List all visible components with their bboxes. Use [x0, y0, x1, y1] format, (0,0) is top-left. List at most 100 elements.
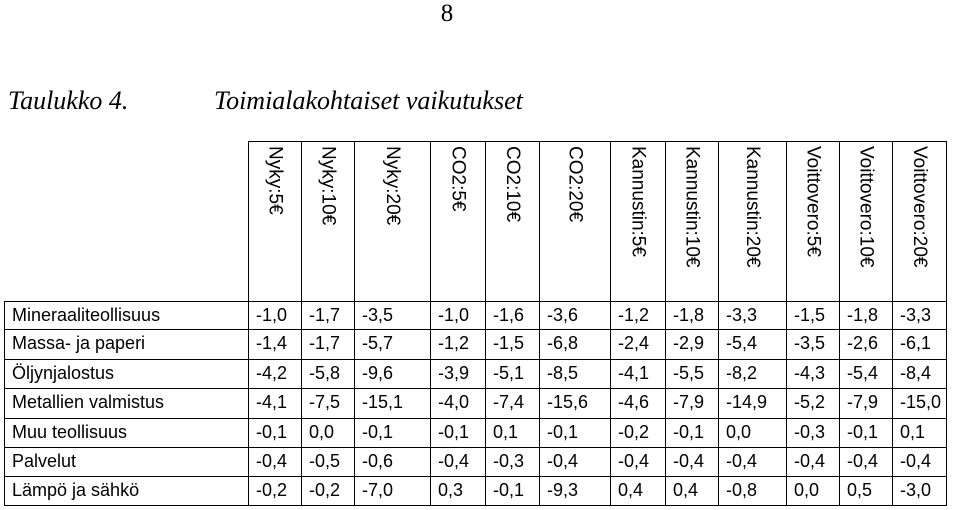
table-cell: -0,4 — [726, 451, 758, 471]
table-cell: -7,4 — [493, 392, 525, 412]
table-cell: -0,8 — [726, 480, 758, 500]
table-cell: -9,6 — [362, 363, 394, 383]
table-cell: -1,4 — [256, 333, 288, 353]
table-cell: 0,0 — [309, 422, 335, 442]
table-cell: -1,5 — [794, 305, 826, 325]
table-cell: -0,2 — [256, 480, 288, 500]
table-cell: -1,8 — [673, 305, 705, 325]
table-cell: -0,1 — [438, 422, 470, 442]
table-cell: -0,4 — [794, 451, 826, 471]
table-cell: -5,4 — [726, 333, 758, 353]
table-cell: -5,4 — [847, 363, 879, 383]
table-cell: -4,0 — [438, 392, 470, 412]
table-cell: -5,8 — [309, 363, 341, 383]
table-cell: -1,7 — [309, 333, 341, 353]
grid-line — [892, 141, 893, 505]
table-cell: -1,5 — [493, 333, 525, 353]
table-cell: -1,6 — [493, 305, 525, 325]
table-cell: -4,6 — [618, 392, 650, 412]
column-header: Kannustin:5€ — [627, 146, 649, 257]
table-cell: -4,3 — [794, 363, 826, 383]
table-cell: -0,4 — [256, 451, 288, 471]
grid-line — [485, 141, 486, 505]
column-header: Voittovero:20€ — [909, 146, 930, 268]
table-cell: -0,3 — [794, 422, 826, 442]
grid-line — [4, 476, 947, 477]
grid-line — [718, 141, 719, 505]
table-cell: -5,5 — [673, 363, 705, 383]
table-cell: -5,2 — [794, 392, 826, 412]
page-number: 8 — [440, 0, 454, 27]
grid-line — [839, 141, 840, 505]
grid-line — [248, 141, 947, 142]
table-cell: -0,4 — [618, 451, 650, 471]
table-cell: 0,3 — [438, 480, 464, 500]
table-cell: 0,4 — [618, 480, 644, 500]
column-header: CO2:20€ — [564, 146, 586, 223]
table-cell: -7,9 — [847, 392, 879, 412]
grid-line — [4, 388, 947, 389]
row-label: Palvelut — [12, 451, 77, 471]
table-cell: -3,9 — [438, 363, 470, 383]
table-cell: -0,4 — [673, 451, 705, 471]
table-cell: -1,2 — [438, 333, 470, 353]
table-cell: -1,0 — [256, 305, 288, 325]
table-cell: -0,2 — [618, 422, 650, 442]
table-cell: -8,2 — [726, 363, 758, 383]
grid-line — [4, 418, 947, 419]
grid-line — [4, 301, 5, 505]
table-cell: -3,0 — [900, 480, 932, 500]
row-label: Öljynjalostus — [12, 363, 115, 383]
table-cell: -0,4 — [547, 451, 579, 471]
table-cell: -3,5 — [794, 333, 826, 353]
grid-line — [665, 141, 666, 505]
grid-line — [4, 505, 947, 506]
grid-line — [4, 359, 947, 360]
table-cell: -1,0 — [438, 305, 470, 325]
table-cell: -4,1 — [618, 363, 650, 383]
table-cell: -9,3 — [547, 480, 579, 500]
table-cell: -0,1 — [847, 422, 879, 442]
table-caption-title: Toimialakohtaiset vaikutukset — [214, 86, 523, 115]
grid-line — [539, 141, 540, 505]
table-cell: -2,4 — [618, 333, 650, 353]
table-cell: -3,3 — [726, 305, 758, 325]
row-label: Massa- ja paperi — [12, 333, 146, 353]
table-cell: -0,6 — [362, 451, 394, 471]
grid-line — [248, 141, 249, 505]
column-header: Kannustin:20€ — [742, 146, 763, 268]
table-cell: -0,4 — [900, 451, 932, 471]
table-cell: -6,8 — [547, 333, 579, 353]
grid-line — [4, 301, 947, 302]
table-cell: -0,1 — [493, 480, 525, 500]
table-cell: -5,1 — [493, 363, 525, 383]
table-cell: -15,0 — [900, 392, 942, 412]
table-cell: -0,4 — [847, 451, 879, 471]
column-header: CO2:10€ — [502, 146, 523, 223]
table-cell: -14,9 — [726, 392, 768, 412]
table-cell: -0,4 — [438, 451, 470, 471]
table-cell: -1,2 — [618, 305, 650, 325]
grid-line — [786, 141, 787, 505]
column-header: Nyky:20€ — [382, 146, 403, 226]
table-cell: -1,8 — [847, 305, 879, 325]
table-cell: -3,5 — [362, 305, 394, 325]
table-cell: 0,5 — [847, 480, 873, 500]
table-caption-label: Taulukko 4. — [8, 86, 129, 115]
table-cell: 0,4 — [673, 480, 699, 500]
grid-line — [610, 141, 611, 505]
grid-line — [301, 141, 302, 505]
column-header: Voittovero:5€ — [802, 146, 824, 257]
column-header: Nyky:5€ — [264, 146, 286, 215]
table-cell: -0,2 — [309, 480, 341, 500]
table-cell: -3,6 — [547, 305, 579, 325]
row-label: Muu teollisuus — [12, 422, 128, 442]
table-cell: 0,1 — [493, 422, 519, 442]
table-cell: -0,1 — [362, 422, 394, 442]
table-cell: 0,1 — [900, 422, 926, 442]
table-cell: -0,1 — [547, 422, 579, 442]
table-cell: -1,7 — [309, 305, 341, 325]
table-cell: 0,0 — [794, 480, 820, 500]
grid-line — [4, 329, 947, 330]
